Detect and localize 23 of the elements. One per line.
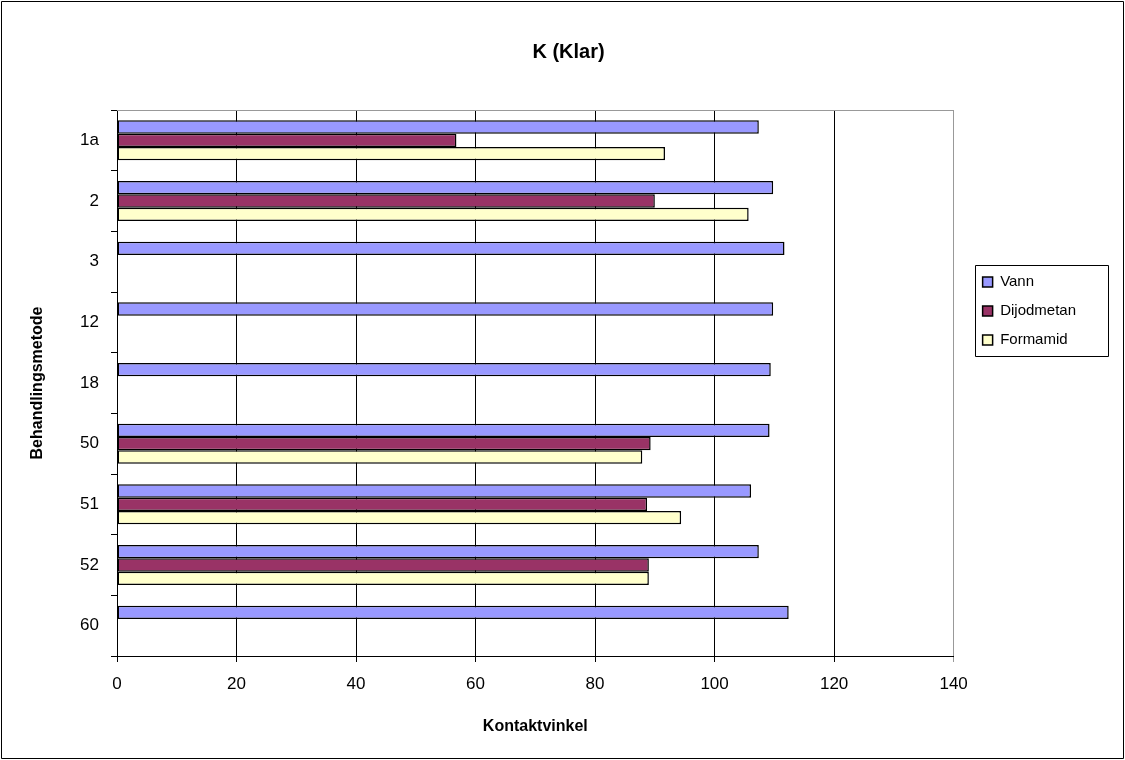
x-axis-title: Kontaktvinkel xyxy=(482,716,588,734)
y-tick-label: 3 xyxy=(89,251,99,271)
legend-label: Formamid xyxy=(1000,330,1068,348)
x-tick-label: 100 xyxy=(700,673,729,693)
x-tick-label: 60 xyxy=(466,673,486,693)
y-tick-label: 60 xyxy=(80,615,99,635)
x-tick-label: 40 xyxy=(346,673,366,693)
chart-title: K (Klar) xyxy=(532,39,605,62)
y-tick-label: 52 xyxy=(80,554,99,574)
y-tick-label: 2 xyxy=(89,190,99,210)
x-tick-label: 140 xyxy=(939,673,968,693)
x-tick-label: 0 xyxy=(112,673,122,693)
y-tick-label: 50 xyxy=(80,433,99,453)
y-tick-label: 12 xyxy=(80,312,99,332)
legend-label: Dijodmetan xyxy=(1000,301,1076,319)
x-tick-label: 120 xyxy=(819,673,849,693)
y-axis-title: Behandlingsmetode xyxy=(28,306,46,460)
x-tick-label: 80 xyxy=(585,673,605,693)
y-tick-label: 18 xyxy=(80,372,99,392)
legend-label: Vann xyxy=(1000,272,1035,290)
x-tick-label: 20 xyxy=(227,673,246,693)
y-tick-label: 1a xyxy=(80,130,100,150)
y-tick-label: 51 xyxy=(80,494,99,514)
